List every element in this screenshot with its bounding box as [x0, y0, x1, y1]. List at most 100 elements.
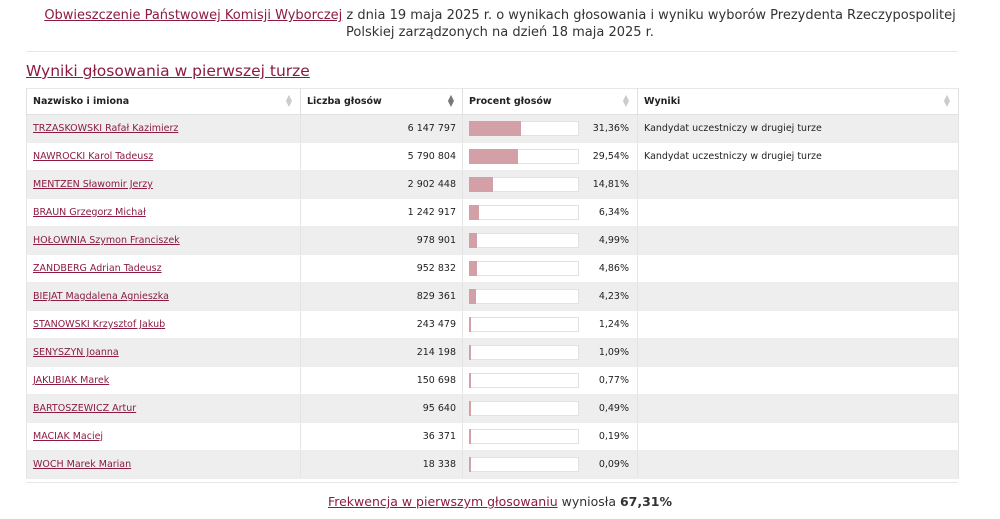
votes-cell: 2 902 448 — [300, 170, 463, 199]
percent-bar-fill — [469, 177, 493, 192]
result-cell — [637, 310, 959, 339]
candidate-link[interactable]: MACIAK Maciej — [33, 431, 104, 442]
percent-bar: 1,24% — [469, 317, 631, 332]
candidate-link[interactable]: JAKUBIAK Marek — [33, 375, 110, 386]
candidate-link[interactable]: BRAUN Grzegorz Michał — [33, 207, 146, 218]
votes-cell: 6 147 797 — [300, 114, 463, 143]
percent-bar: 0,09% — [469, 457, 631, 472]
turnout-link[interactable]: Frekwencja w pierwszym głosowaniu — [327, 494, 558, 509]
percent-cell: 4,86% — [462, 254, 638, 283]
candidate-link[interactable]: SENYSZYN Joanna — [33, 347, 119, 358]
column-header-results-label: Wyniki — [644, 96, 681, 107]
candidate-cell: BRAUN Grzegorz Michał — [26, 198, 301, 227]
candidate-link[interactable]: BARTOSZEWICZ Artur — [33, 403, 137, 414]
votes-cell: 95 640 — [300, 394, 463, 423]
candidate-link[interactable]: HOŁOWNIA Szymon Franciszek — [33, 235, 180, 246]
votes-cell: 150 698 — [300, 366, 463, 395]
percent-bar-fill — [469, 261, 477, 276]
turnout-value: 67,31% — [619, 494, 673, 509]
percent-bar-track — [469, 289, 579, 304]
sort-icon[interactable]: ▲ ▼ — [622, 93, 629, 108]
candidate-link[interactable]: BIEJAT Magdalena Agnieszka — [33, 291, 169, 302]
candidate-cell: TRZASKOWSKI Rafał Kazimierz — [26, 114, 301, 143]
candidate-link[interactable]: STANOWSKI Krzysztof Jakub — [33, 319, 166, 330]
result-cell — [637, 226, 959, 255]
percent-cell: 4,99% — [462, 226, 638, 255]
votes-cell: 36 371 — [300, 422, 463, 451]
candidate-cell: BARTOSZEWICZ Artur — [26, 394, 301, 423]
candidate-link[interactable]: NAWROCKI Karol Tadeusz — [33, 151, 154, 162]
candidate-cell: STANOWSKI Krzysztof Jakub — [26, 310, 301, 339]
votes-cell: 243 479 — [300, 310, 463, 339]
candidate-cell: MENTZEN Sławomir Jerzy — [26, 170, 301, 199]
percent-bar-fill — [469, 429, 471, 444]
percent-bar-track — [469, 429, 579, 444]
percent-cell: 0,77% — [462, 366, 638, 395]
votes-cell: 829 361 — [300, 282, 463, 311]
turnout-footer: Frekwencja w pierwszym głosowaniu wynios… — [0, 494, 1000, 509]
result-cell — [637, 282, 959, 311]
table-row: MACIAK Maciej 36 371 0,19% — [26, 422, 959, 451]
percent-bar: 1,09% — [469, 345, 631, 360]
percent-value: 14,81% — [592, 179, 629, 190]
percent-cell: 14,81% — [462, 170, 638, 199]
percent-bar: 14,81% — [469, 177, 631, 192]
divider-bottom — [26, 482, 958, 483]
percent-bar-fill — [469, 457, 471, 472]
notice-text: Obwieszczenie Państwowej Komisji Wyborcz… — [30, 7, 970, 41]
table-header-row: Nazwisko i imiona ▲ ▼ Liczba głosów ▲ ▼ Proc… — [26, 88, 959, 115]
column-header-votes[interactable]: Liczba głosów ▲ ▼ — [300, 88, 463, 115]
notice-link[interactable]: Obwieszczenie Państwowej Komisji Wyborcz… — [44, 8, 343, 23]
percent-value: 29,54% — [592, 151, 629, 162]
percent-bar-fill — [469, 401, 471, 416]
percent-cell: 29,54% — [462, 142, 638, 171]
percent-cell: 0,19% — [462, 422, 638, 451]
percent-bar: 0,49% — [469, 401, 631, 416]
candidate-link[interactable]: MENTZEN Sławomir Jerzy — [33, 179, 153, 190]
percent-cell: 1,24% — [462, 310, 638, 339]
candidate-cell: WOCH Marek Marian — [26, 450, 301, 479]
candidate-cell: HOŁOWNIA Szymon Franciszek — [26, 226, 301, 255]
percent-value: 4,86% — [598, 263, 629, 274]
sort-icon[interactable]: ▲ ▼ — [943, 93, 950, 108]
percent-bar: 4,23% — [469, 289, 631, 304]
percent-value: 31,36% — [592, 123, 629, 134]
percent-bar: 6,34% — [469, 205, 631, 220]
percent-cell: 0,49% — [462, 394, 638, 423]
percent-bar-track — [469, 261, 579, 276]
percent-cell: 0,09% — [462, 450, 638, 479]
percent-bar-track — [469, 345, 579, 360]
percent-bar: 0,19% — [469, 429, 631, 444]
percent-bar: 4,86% — [469, 261, 631, 276]
percent-bar: 31,36% — [469, 121, 631, 136]
candidate-link[interactable]: ZANDBERG Adrian Tadeusz — [33, 263, 162, 274]
table-row: WOCH Marek Marian 18 338 0,09% — [26, 450, 959, 479]
percent-cell: 1,09% — [462, 338, 638, 367]
result-cell — [637, 338, 959, 367]
table-row: BIEJAT Magdalena Agnieszka 829 361 4,23% — [26, 282, 959, 311]
result-cell — [637, 450, 959, 479]
table-row: ZANDBERG Adrian Tadeusz 952 832 4,86% — [26, 254, 959, 283]
table-row: JAKUBIAK Marek 150 698 0,77% — [26, 366, 959, 395]
candidate-link[interactable]: WOCH Marek Marian — [33, 459, 132, 470]
column-header-percent-label: Procent głosów — [469, 96, 552, 107]
candidate-cell: NAWROCKI Karol Tadeusz — [26, 142, 301, 171]
results-table: Nazwisko i imiona ▲ ▼ Liczba głosów ▲ ▼ Proc… — [26, 88, 959, 479]
candidate-link[interactable]: TRZASKOWSKI Rafał Kazimierz — [33, 123, 179, 134]
section-title[interactable]: Wyniki głosowania w pierwszej turze — [26, 62, 310, 80]
votes-cell: 214 198 — [300, 338, 463, 367]
percent-bar-track — [469, 373, 579, 388]
result-cell: Kandydat uczestniczy w drugiej turze — [637, 142, 959, 171]
percent-bar-fill — [469, 289, 476, 304]
column-header-results[interactable]: Wyniki ▲ ▼ — [637, 88, 959, 115]
column-header-percent[interactable]: Procent głosów ▲ ▼ — [462, 88, 638, 115]
result-cell — [637, 422, 959, 451]
percent-bar-fill — [469, 121, 521, 136]
sort-icon[interactable]: ▲ ▼ — [285, 93, 292, 108]
column-header-name[interactable]: Nazwisko i imiona ▲ ▼ — [26, 88, 301, 115]
votes-cell: 5 790 804 — [300, 142, 463, 171]
percent-bar-fill — [469, 149, 518, 164]
percent-bar-fill — [469, 205, 479, 220]
percent-bar-fill — [469, 233, 477, 248]
sort-desc-icon[interactable]: ▲ ▼ — [447, 93, 454, 108]
